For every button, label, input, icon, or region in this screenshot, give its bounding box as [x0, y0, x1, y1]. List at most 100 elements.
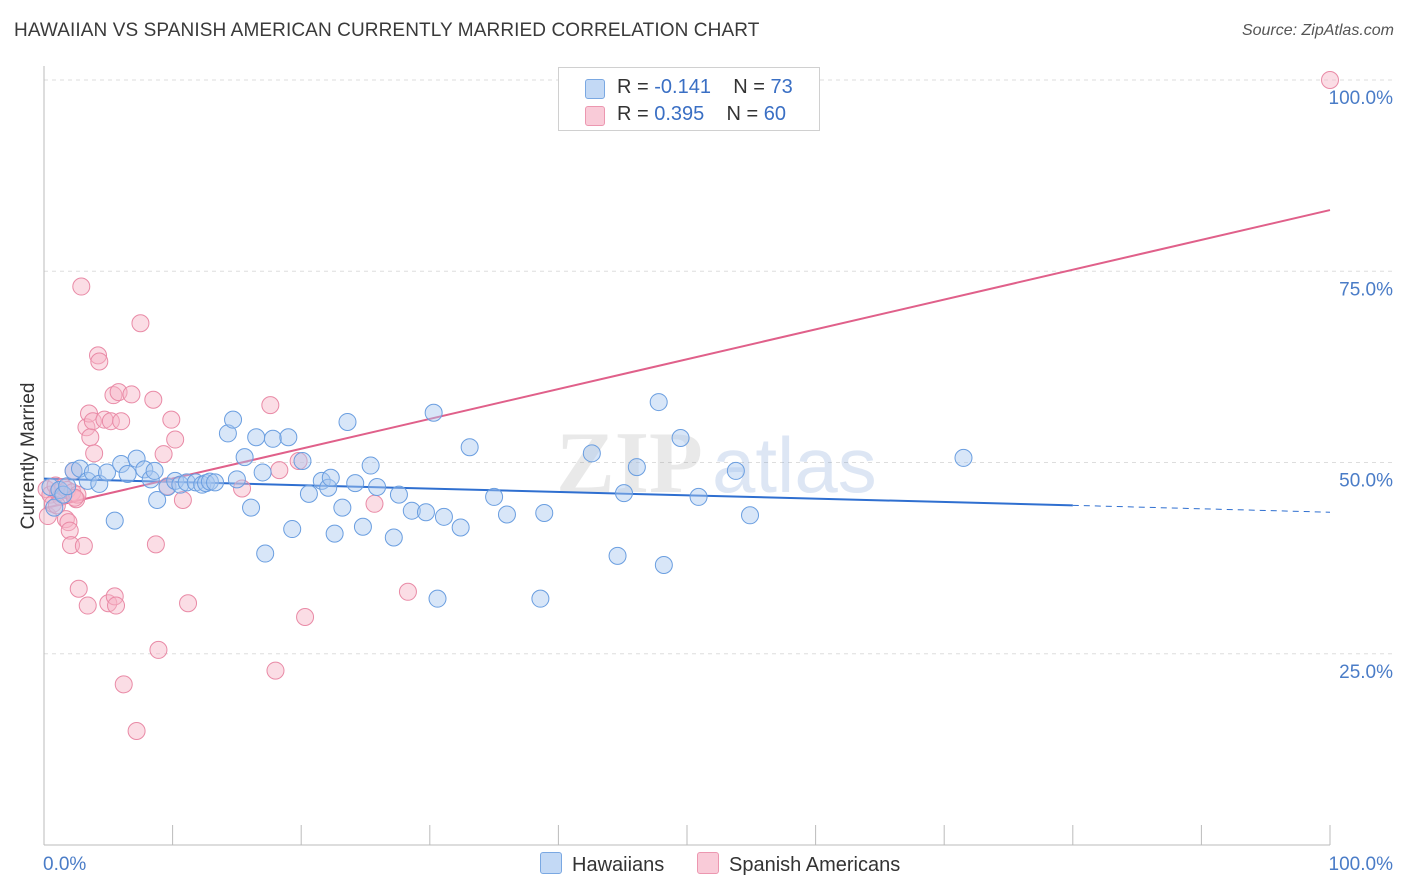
point-hawaiians — [497, 505, 516, 524]
point-spanish-americans — [78, 596, 97, 615]
point-hawaiians — [333, 498, 352, 517]
bottom-legend-label-hawaiians: Hawaiians — [572, 854, 665, 876]
point-hawaiians — [726, 461, 745, 480]
point-spanish-americans — [69, 579, 88, 598]
point-spanish-americans — [131, 314, 150, 333]
point-hawaiians — [279, 428, 298, 447]
point-hawaiians — [428, 589, 447, 608]
point-hawaiians — [148, 490, 167, 509]
point-hawaiians — [424, 403, 443, 422]
point-hawaiians — [531, 589, 550, 608]
data-points — [37, 71, 1339, 741]
x-tick-label-min: 0.0% — [43, 854, 86, 875]
point-spanish-americans — [179, 594, 198, 613]
point-hawaiians — [451, 518, 470, 537]
point-hawaiians — [242, 498, 261, 517]
point-hawaiians — [98, 463, 117, 482]
point-hawaiians — [253, 463, 272, 482]
legend-r-value: -0.141 — [654, 76, 711, 98]
point-spanish-americans — [83, 412, 102, 431]
point-hawaiians — [321, 468, 340, 487]
point-spanish-americans — [72, 277, 91, 296]
point-spanish-americans — [74, 536, 93, 555]
point-spanish-americans — [60, 521, 79, 540]
point-hawaiians — [649, 393, 668, 412]
point-spanish-americans — [127, 722, 146, 741]
point-spanish-americans — [47, 496, 66, 515]
point-hawaiians — [141, 470, 160, 489]
point-spanish-americans — [233, 479, 252, 498]
point-hawaiians — [200, 472, 219, 491]
point-hawaiians — [689, 487, 708, 506]
point-hawaiians — [45, 498, 64, 517]
y-tick-label: 50.0% — [1339, 471, 1393, 492]
point-spanish-americans — [146, 535, 165, 554]
point-hawaiians — [338, 412, 357, 431]
point-hawaiians — [416, 503, 435, 522]
point-spanish-americans — [114, 675, 133, 694]
point-hawaiians — [353, 517, 372, 536]
point-hawaiians — [325, 524, 344, 543]
point-spanish-americans — [81, 428, 100, 447]
point-spanish-americans — [62, 536, 81, 555]
point-spanish-americans — [122, 385, 141, 404]
x-tick-label-max: 100.0% — [1329, 854, 1394, 875]
point-hawaiians — [627, 458, 646, 477]
y-tick-labels: 25.0% 50.0% 75.0% 100.0% — [1329, 88, 1394, 683]
legend-r-value: 0.395 — [654, 103, 705, 125]
legend-n-value: 73 — [770, 76, 793, 98]
grid-lines — [44, 79, 1392, 655]
point-hawaiians — [954, 448, 973, 467]
chart-title: HAWAIIAN VS SPANISH AMERICAN CURRENTLY M… — [14, 20, 760, 41]
point-hawaiians — [535, 503, 554, 522]
point-hawaiians — [227, 470, 246, 489]
bottom-legend-spanish-americans: Spanish Americans — [697, 852, 900, 877]
point-hawaiians — [368, 477, 387, 496]
point-hawaiians — [247, 428, 266, 447]
point-spanish-americans — [105, 587, 124, 606]
point-spanish-americans — [166, 430, 185, 449]
point-hawaiians — [741, 506, 760, 525]
point-hawaiians — [402, 501, 421, 520]
legend-swatch-hawaiians — [585, 79, 605, 99]
bottom-legend-label-spanish-americans: Spanish Americans — [729, 854, 901, 876]
y-tick-label: 100.0% — [1329, 88, 1394, 109]
point-hawaiians — [83, 463, 102, 482]
point-hawaiians — [78, 471, 97, 490]
point-spanish-americans — [162, 410, 181, 429]
point-spanish-americans — [104, 386, 123, 405]
point-hawaiians — [614, 484, 633, 503]
point-hawaiians — [54, 485, 73, 504]
source-label: Source: ZipAtlas.com — [1241, 22, 1394, 39]
point-hawaiians — [434, 507, 453, 526]
point-hawaiians — [177, 473, 196, 492]
point-hawaiians — [460, 438, 479, 457]
point-hawaiians — [299, 484, 318, 503]
point-spanish-americans — [112, 412, 131, 431]
point-hawaiians — [654, 556, 673, 575]
point-spanish-americans — [154, 445, 173, 464]
point-spanish-americans — [270, 461, 289, 480]
point-spanish-americans — [101, 412, 120, 431]
point-hawaiians — [389, 485, 408, 504]
y-tick-label: 75.0% — [1339, 279, 1393, 300]
watermark: ZIP atlas — [556, 415, 877, 512]
point-hawaiians — [361, 456, 380, 475]
point-spanish-americans — [261, 396, 280, 415]
point-spanish-americans — [85, 444, 104, 463]
legend-n-label: N = — [733, 76, 771, 98]
point-hawaiians — [671, 429, 690, 448]
watermark-atlas: atlas — [712, 421, 877, 509]
point-hawaiians — [485, 487, 504, 506]
trend-line-hawaiians — [43, 477, 1073, 507]
point-hawaiians — [346, 474, 365, 493]
y-tick-label: 25.0% — [1339, 662, 1393, 683]
point-hawaiians — [118, 464, 137, 483]
y-axis-label: Currently Married — [18, 383, 39, 530]
trend-line-spanish-americans — [43, 209, 1331, 510]
point-hawaiians — [218, 424, 237, 443]
trend-line-hawaiians-extension — [1072, 504, 1331, 513]
bottom-legend-swatch-spanish-americans — [697, 852, 719, 874]
point-spanish-americans — [89, 346, 108, 365]
